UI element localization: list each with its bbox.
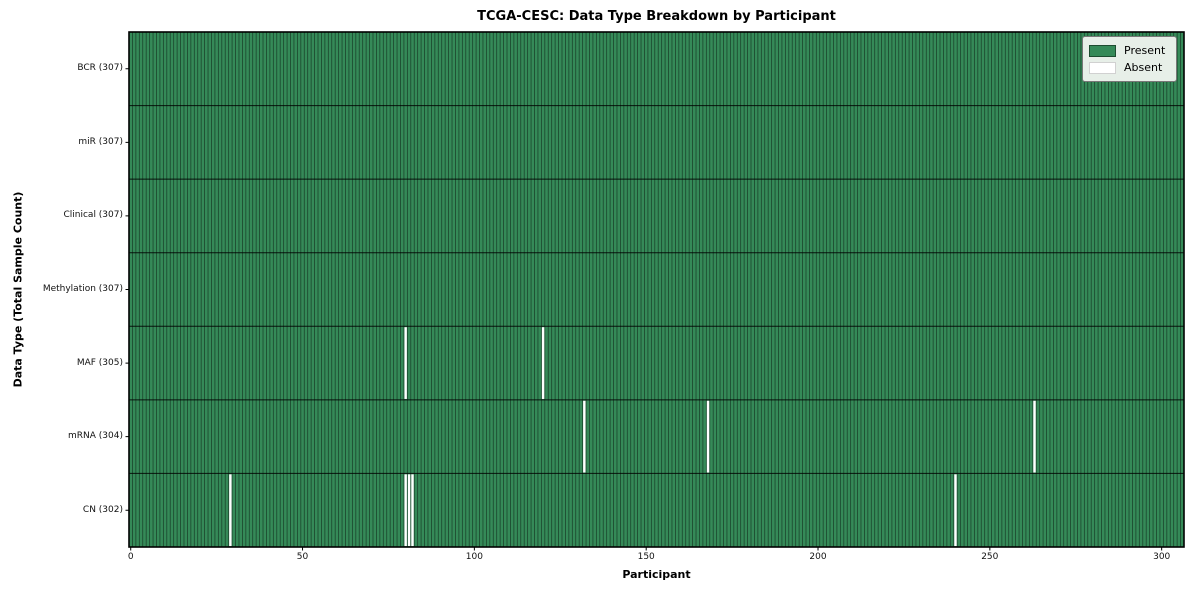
x-tick-label-150: 150 <box>637 552 655 562</box>
absent-cell <box>404 327 407 399</box>
x-tick-label-100: 100 <box>465 552 483 562</box>
x-tick-label-200: 200 <box>809 552 827 562</box>
absent-cell <box>583 400 586 473</box>
x-tick-marks <box>130 547 1163 551</box>
absent-cell <box>407 474 411 547</box>
heatmap-background <box>129 32 1184 547</box>
absent-cells <box>229 327 1036 547</box>
absent-cell <box>954 474 957 547</box>
absent-cell <box>706 400 710 473</box>
legend-swatch-present <box>1089 44 1116 57</box>
x-tick-label-50: 50 <box>296 552 309 562</box>
y-tick-label-BCR: BCR (307) <box>77 63 123 74</box>
y-tick-label-miR: miR (307) <box>78 136 123 147</box>
legend-item-absent: Absent <box>1089 59 1168 76</box>
legend-label-absent: Absent <box>1124 61 1163 74</box>
absent-cell <box>541 327 545 399</box>
y-tick-label-CN: CN (302) <box>82 504 123 515</box>
row-boundary-lines <box>129 105 1184 474</box>
legend-item-present: Present <box>1089 42 1168 59</box>
chart-title: TCGA-CESC: Data Type Breakdown by Partic… <box>477 9 836 24</box>
y-tick-label-mRNA: mRNA (304) <box>68 431 123 442</box>
legend-swatch-absent <box>1089 61 1116 74</box>
x-tick-label-300: 300 <box>1153 552 1171 562</box>
absent-cell <box>404 474 407 547</box>
absent-cell <box>1033 400 1036 473</box>
y-tick-label-MAF: MAF (305) <box>76 357 123 368</box>
x-axis-label: Participant <box>622 568 691 581</box>
absent-cell <box>229 474 232 547</box>
y-tick-label-Methylation: Methylation (307) <box>42 284 123 294</box>
legend: Present Absent <box>1082 36 1177 82</box>
x-tick-label-250: 250 <box>981 552 999 562</box>
legend-label-present: Present <box>1124 44 1166 57</box>
y-tick-marks <box>125 68 129 511</box>
absent-cell <box>411 474 414 547</box>
y-tick-label-Clinical: Clinical (307) <box>63 210 123 221</box>
plot-frame <box>128 31 1185 548</box>
x-tick-label-0: 0 <box>127 552 134 562</box>
